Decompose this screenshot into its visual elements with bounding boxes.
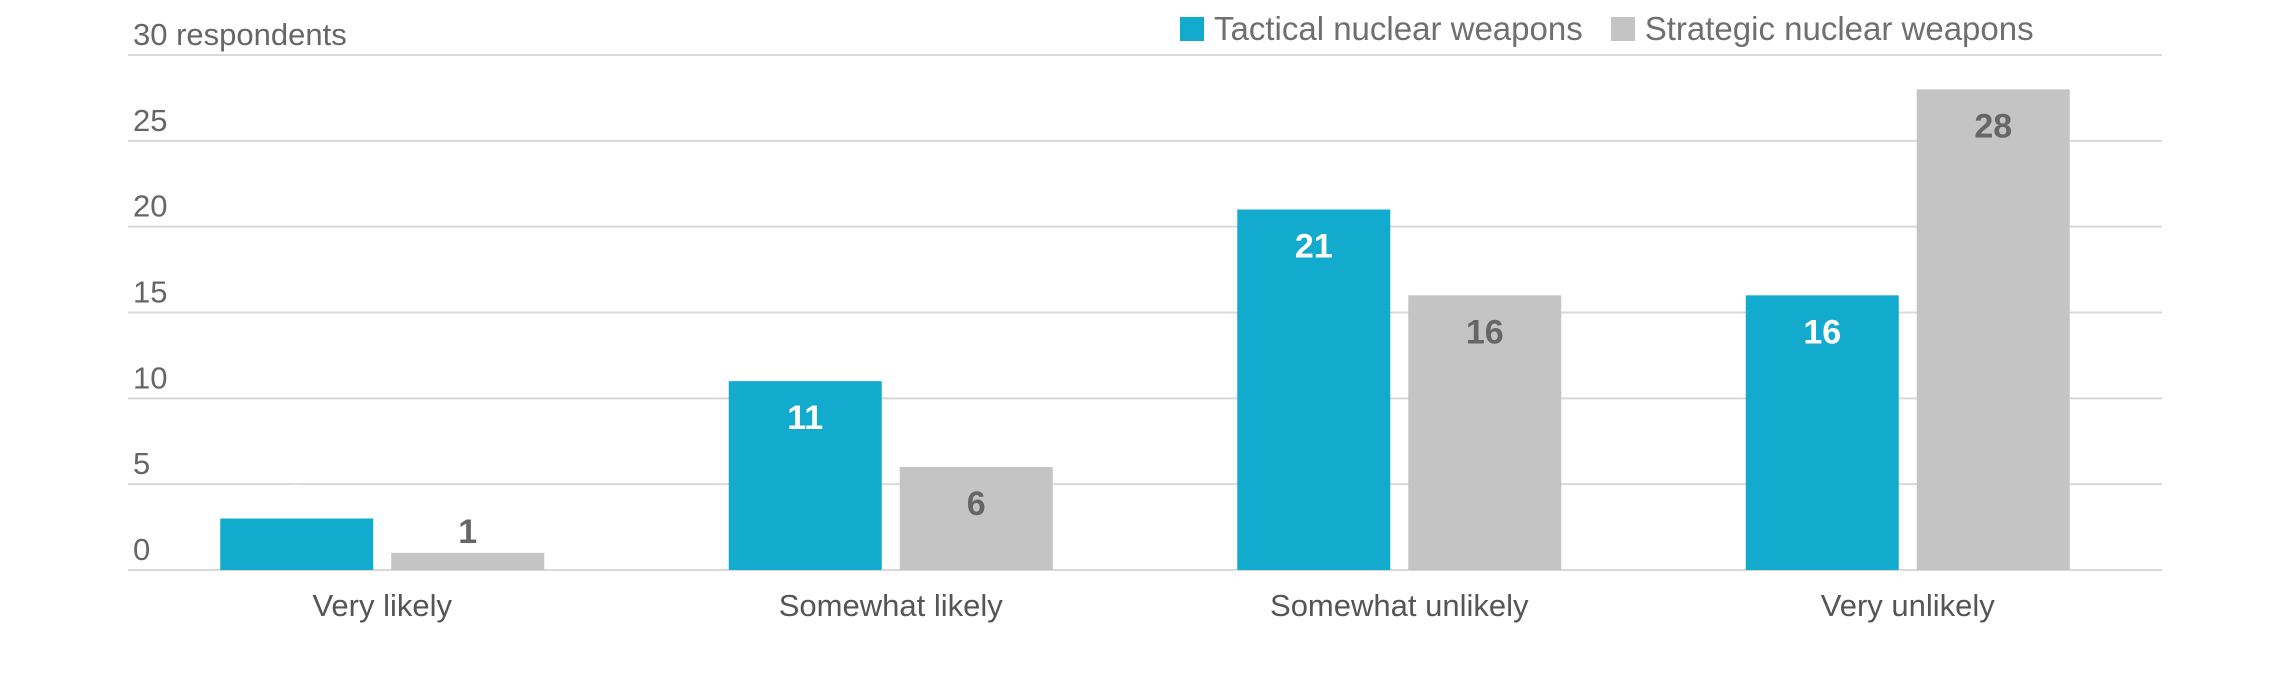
y-tick-label: 5 — [133, 446, 150, 481]
bar-value-label: 1 — [458, 513, 477, 551]
bar-value-label: 16 — [1803, 313, 1841, 351]
legend-swatch-tactical — [1180, 17, 1204, 41]
x-category-label: Somewhat likely — [779, 588, 1003, 623]
bar-value-label: 3 — [287, 479, 306, 517]
bar-tactical — [728, 381, 882, 570]
bar-tactical — [1237, 209, 1391, 570]
legend-item-tactical: Tactical nuclear weapons — [1180, 10, 1583, 48]
bar-strategic — [391, 552, 545, 570]
y-tick-label: 0 — [133, 532, 150, 567]
x-axis-labels: Very likely Somewhat likely Somewhat unlik… — [312, 588, 1995, 623]
chart-legend: Tactical nuclear weapons Strategic nucle… — [1180, 10, 2034, 48]
bar-strategic — [1408, 295, 1562, 570]
bar-strategic — [1916, 89, 2070, 570]
x-category-label: Very likely — [312, 588, 452, 623]
bar-tactical — [1745, 295, 1899, 570]
bar-value-label: 21 — [1295, 228, 1333, 266]
bar-value-label: 6 — [967, 485, 986, 523]
y-axis-ticks: 0 5 10 15 20 25 30 respondents — [133, 17, 347, 567]
y-tick-label: 25 — [133, 103, 167, 138]
y-tick-label: 20 — [133, 189, 167, 224]
legend-swatch-strategic — [1610, 17, 1635, 41]
bar-value-label: 28 — [1974, 107, 2012, 145]
y-tick-label: 10 — [133, 360, 167, 395]
bar-strategic — [899, 467, 1053, 570]
legend-item-strategic: Strategic nuclear weapons — [1610, 10, 2034, 48]
bar-tactical — [220, 518, 374, 570]
legend-label-tactical: Tactical nuclear weapons — [1214, 10, 1583, 47]
y-tick-label: 30 respondents — [133, 17, 347, 52]
bar-value-label: 11 — [787, 399, 823, 437]
legend-label-strategic: Strategic nuclear weapons — [1644, 10, 2034, 47]
y-tick-label: 15 — [133, 275, 167, 310]
x-category-label: Somewhat unlikely — [1270, 588, 1529, 623]
x-category-label: Very unlikely — [1821, 588, 1996, 623]
bar-value-label: 16 — [1466, 313, 1504, 351]
